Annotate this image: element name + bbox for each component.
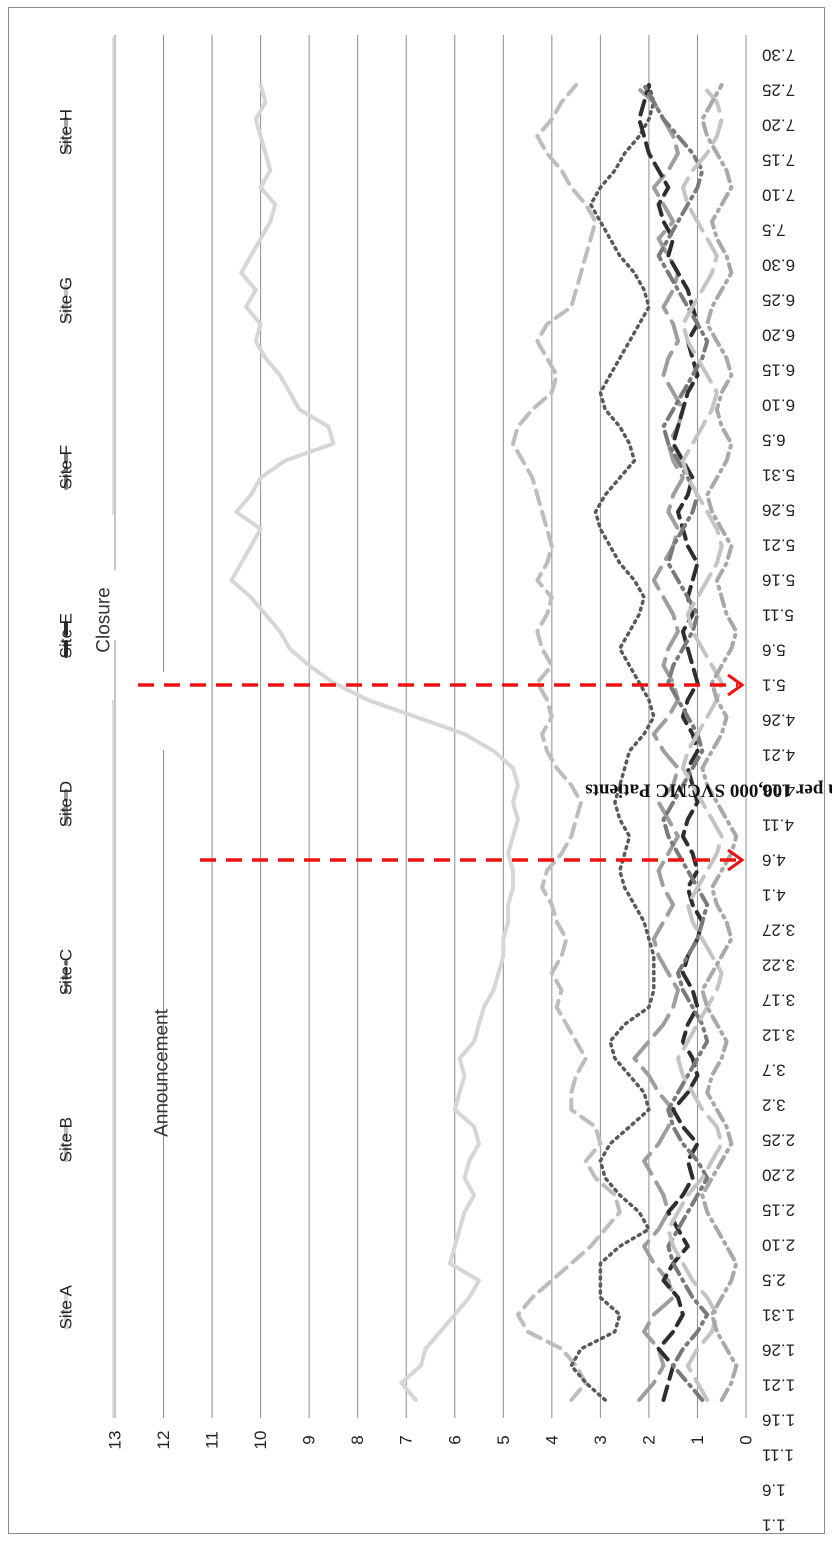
x-tick-label: 3.17 bbox=[762, 991, 795, 1010]
legend-label: Site D bbox=[57, 781, 76, 827]
y-tick-label: 0 bbox=[737, 1435, 756, 1444]
y-tick-label: 9 bbox=[300, 1435, 319, 1444]
legend-label: Site E bbox=[57, 613, 76, 658]
series-line bbox=[700, 83, 739, 1402]
annotation-label-bg bbox=[88, 570, 128, 640]
x-tick-label: 7.20 bbox=[762, 116, 795, 135]
legend-label: Site F bbox=[57, 445, 76, 489]
x-tick-label: 7.30 bbox=[762, 46, 795, 65]
x-tick-label: 6.25 bbox=[762, 291, 795, 310]
x-tick-label: 1.11 bbox=[762, 1446, 794, 1465]
x-tick-label: 1.6 bbox=[762, 1481, 786, 1500]
x-tick-label: 1.1 bbox=[762, 1516, 786, 1535]
x-tick-label: 1.16 bbox=[762, 1411, 795, 1430]
legend-label: Site H bbox=[57, 109, 76, 155]
series-line bbox=[666, 83, 724, 1402]
series-line bbox=[229, 83, 520, 1402]
x-tick-label: 4.21 bbox=[762, 746, 795, 765]
annotation-label: Announcement bbox=[152, 1008, 173, 1137]
series-line bbox=[511, 83, 622, 1402]
x-tick-label: 3.22 bbox=[762, 956, 795, 975]
arrowhead bbox=[727, 848, 745, 872]
x-tick-label: 7.5 bbox=[762, 221, 786, 240]
x-tick-label: 4.1 bbox=[762, 886, 786, 905]
y-tick-label: 4 bbox=[542, 1435, 561, 1444]
x-tick-label: 3.2 bbox=[762, 1096, 786, 1115]
y-tick-label: 6 bbox=[445, 1435, 464, 1444]
legend-label: Site A bbox=[57, 1284, 76, 1329]
series-line bbox=[632, 83, 685, 1402]
series-line bbox=[637, 83, 705, 1402]
series-line bbox=[642, 83, 710, 1402]
x-tick-label: 7.15 bbox=[762, 151, 795, 170]
series-line bbox=[569, 83, 656, 1402]
x-tick-label: 4.26 bbox=[762, 711, 795, 730]
x-tick-label: 2.10 bbox=[762, 1236, 795, 1255]
x-tick-label: 3.12 bbox=[762, 1026, 795, 1045]
x-tick-label: 6.5 bbox=[762, 431, 786, 450]
x-tick-label: 7.10 bbox=[762, 186, 795, 205]
x-tick-label: 3.27 bbox=[762, 921, 795, 940]
y-tick-label: 13 bbox=[106, 1431, 125, 1450]
x-tick-label: 2.15 bbox=[762, 1201, 795, 1220]
arrowhead bbox=[727, 673, 745, 697]
legend-label: Site B bbox=[57, 1117, 76, 1162]
y-tick-label: 1 bbox=[688, 1435, 707, 1444]
y-tick-label: 10 bbox=[251, 1431, 270, 1450]
legend-label: Site G bbox=[57, 277, 76, 324]
annotations: Announcement Closure bbox=[88, 37, 745, 1418]
x-tick-label: 4.16 bbox=[762, 781, 795, 800]
y-tick-label: 7 bbox=[397, 1435, 416, 1444]
x-tick-label: 7.25 bbox=[762, 81, 795, 100]
series-lines bbox=[229, 83, 739, 1402]
y-tick-label: 11 bbox=[203, 1431, 222, 1449]
y-tick-label: 5 bbox=[494, 1435, 513, 1444]
gridlines bbox=[114, 35, 747, 1418]
y-axis-label: SVCMC Patients Seen per 100,000 SVCMC Pa… bbox=[585, 780, 832, 801]
x-tick-label: 5.16 bbox=[762, 571, 795, 590]
x-tick-label: 1.26 bbox=[762, 1341, 795, 1360]
x-axis-ticks: 1.1 1.6 1.11 1.16 1.21 1.26 1.31 2.5 2.10 2.15 2.2… bbox=[762, 46, 795, 1535]
x-tick-label: 2.20 bbox=[762, 1166, 795, 1185]
x-tick-label: 4.11 bbox=[762, 816, 794, 835]
x-tick-label: 5.1 bbox=[762, 676, 786, 695]
x-tick-label: 1.31 bbox=[762, 1306, 795, 1325]
x-tick-label: 2.25 bbox=[762, 1131, 795, 1150]
y-tick-label: 8 bbox=[348, 1435, 367, 1444]
y-tick-label: 2 bbox=[639, 1435, 658, 1444]
x-tick-label: 6.10 bbox=[762, 396, 795, 415]
x-tick-label: 4.6 bbox=[762, 851, 786, 870]
legend: Site A Site B Site C Site D Site E Site F Site… bbox=[57, 109, 76, 1330]
x-tick-label: 5.11 bbox=[762, 606, 794, 625]
x-tick-label: 2.5 bbox=[762, 1271, 786, 1290]
x-tick-label: 1.21 bbox=[762, 1376, 795, 1395]
x-tick-label: 5.26 bbox=[762, 501, 795, 520]
x-tick-label: 5.31 bbox=[762, 466, 795, 485]
x-tick-label: 3.7 bbox=[762, 1061, 786, 1080]
x-tick-label: 6.20 bbox=[762, 326, 795, 345]
x-tick-label: 6.15 bbox=[762, 361, 795, 380]
y-tick-label: 3 bbox=[591, 1435, 610, 1444]
annotation-label: Closure bbox=[94, 587, 115, 652]
x-tick-label: 5.6 bbox=[762, 641, 786, 660]
y-tick-label: 12 bbox=[154, 1431, 173, 1450]
x-tick-label: 6.30 bbox=[762, 256, 795, 275]
x-tick-label: 5.21 bbox=[762, 536, 795, 555]
legend-label: Site C bbox=[57, 949, 76, 995]
